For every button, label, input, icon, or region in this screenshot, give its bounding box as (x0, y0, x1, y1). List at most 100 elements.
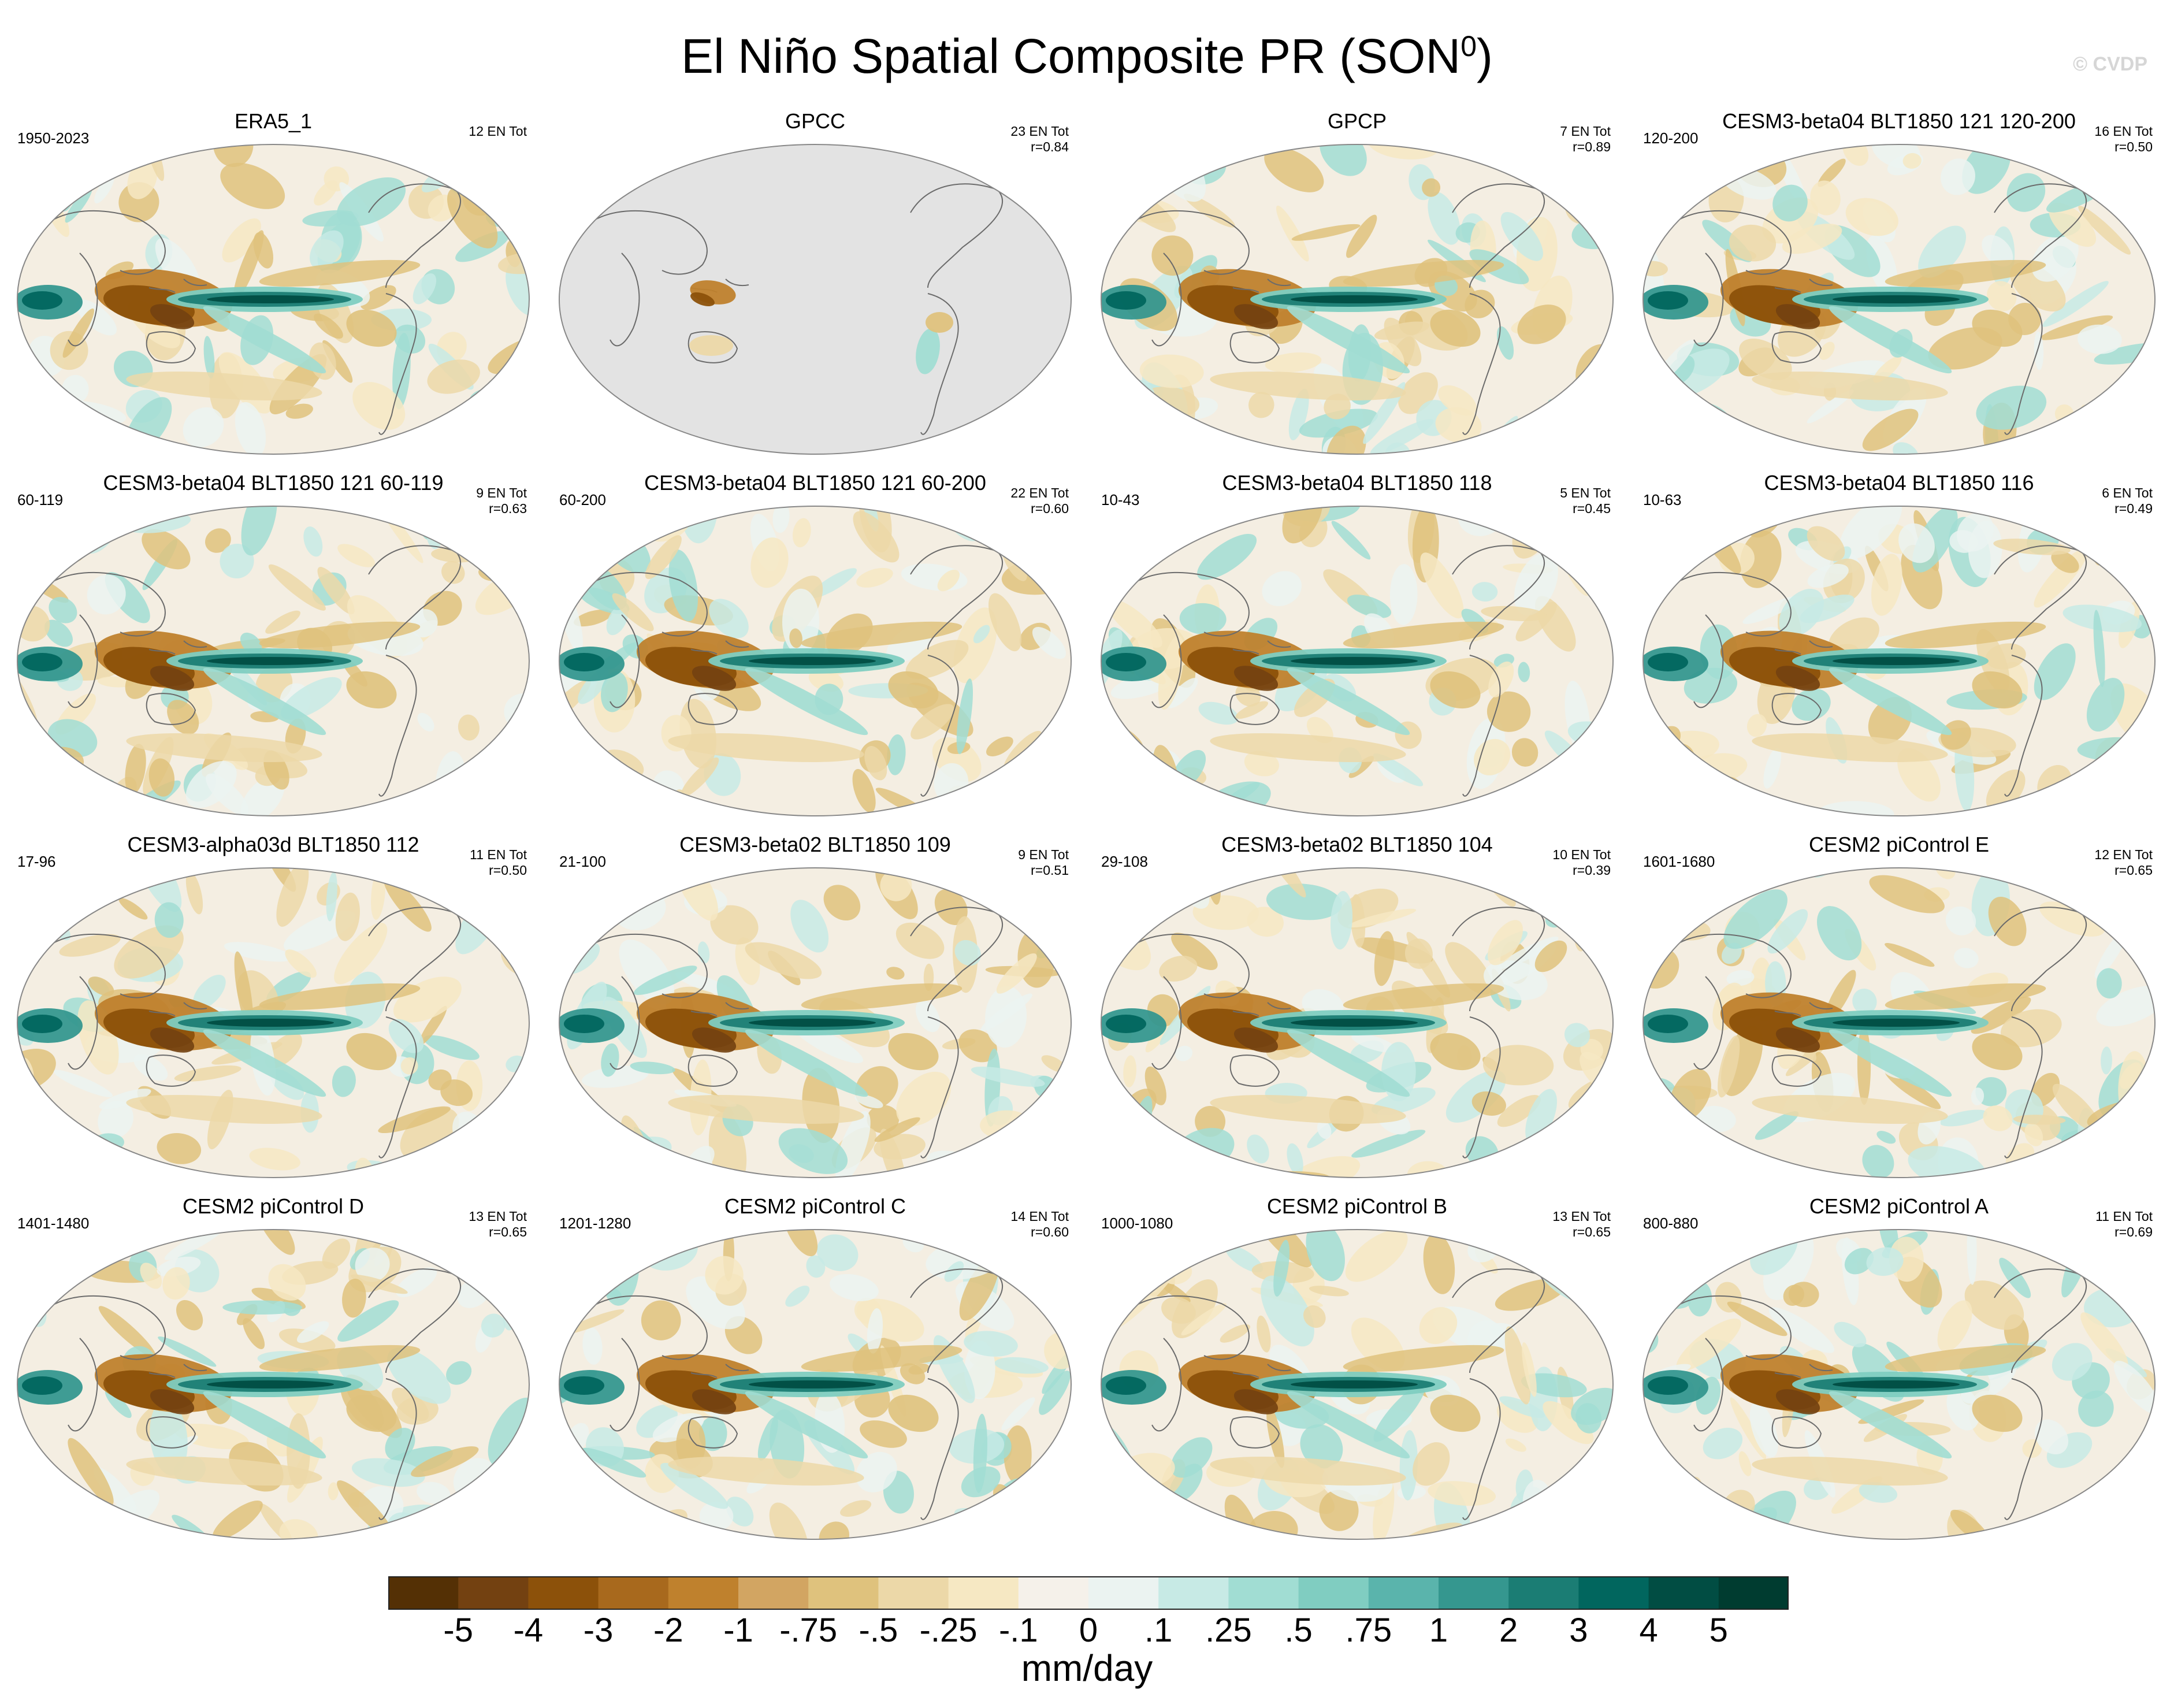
panel-title: CESM3-beta02 BLT1850 109 (679, 833, 951, 856)
map-panel: CESM3-alpha03d BLT1850 112 17-96 11 EN Tot… (8, 832, 538, 1190)
colorbar-tick-label: 2 (1499, 1612, 1518, 1649)
precip-map (17, 144, 530, 455)
colorbar-tick-label: 4 (1639, 1612, 1658, 1649)
precip-map (1101, 144, 1614, 455)
precip-map (17, 867, 530, 1178)
panel-title: CESM2 piControl B (1266, 1194, 1448, 1218)
precip-map (1642, 144, 2156, 455)
colorbar-swatch (1158, 1576, 1229, 1610)
map-panel: CESM2 piControl E 1601-1680 12 EN Tot r=0.6… (1634, 832, 2164, 1190)
panel-pattern-correlation: r=0.65 (489, 1224, 527, 1239)
panel-title: CESM2 piControl D (182, 1194, 365, 1218)
precip-map (1101, 1229, 1614, 1540)
panel-title: CESM3-beta02 BLT1850 104 (1221, 833, 1493, 856)
panel-pattern-correlation: r=0.84 (1031, 139, 1069, 154)
panel-title: CESM2 piControl C (724, 1194, 906, 1218)
colorbar-swatch (1648, 1576, 1719, 1610)
precip-map (559, 1229, 1072, 1540)
panel-pattern-correlation: r=0.65 (2114, 863, 2153, 878)
panel-event-count: 23 EN Tot (1010, 124, 1069, 139)
panel-title: CESM2 piControl A (1809, 1194, 1989, 1218)
panel-title: CESM3-beta04 BLT1850 121 120-200 (1722, 109, 2076, 133)
colorbar-swatch (528, 1576, 599, 1610)
map-panel: CESM2 piControl B 1000-1080 13 EN Tot r=0.6… (1092, 1194, 1622, 1552)
panel-pattern-correlation: r=0.45 (1573, 501, 1611, 516)
colorbar-swatch (808, 1576, 879, 1610)
panel-stats: 11 EN Tot r=0.50 (470, 847, 527, 878)
panel-pattern-correlation: r=0.60 (1031, 501, 1069, 516)
colorbar-tick-label: -.5 (859, 1612, 898, 1649)
colorbar-tick-label: .5 (1284, 1612, 1313, 1649)
map-panel: GPCP 7 EN Tot r=0.89 (1092, 109, 1622, 467)
panel-years: 21-100 (559, 853, 606, 870)
map-panel: CESM2 piControl C 1201-1280 14 EN Tot r=0.6… (550, 1194, 1080, 1552)
panel-stats: 16 EN Tot r=0.50 (2094, 124, 2153, 155)
colorbar-swatch (1578, 1576, 1649, 1610)
colorbar-swatch (1718, 1576, 1789, 1610)
colorbar (388, 1576, 1789, 1610)
panel-stats: 12 EN Tot (469, 124, 527, 139)
colorbar-tick-label: .1 (1144, 1612, 1173, 1649)
panel-years: 1950-2023 (17, 129, 90, 147)
panel-title: CESM3-beta04 BLT1850 121 60-200 (644, 471, 986, 495)
precip-map (1642, 506, 2156, 816)
panel-event-count: 9 EN Tot (1018, 847, 1069, 862)
colorbar-swatch (1368, 1576, 1439, 1610)
panel-event-count: 22 EN Tot (1010, 485, 1069, 500)
panel-event-count: 7 EN Tot (1560, 124, 1611, 139)
colorbar-labels: -5 -4 -3 -2 -1 -.75 -.5 -.25 -.1 0 .1 .25 .5 .75 1 2 3 4 5 (388, 1611, 1789, 1657)
colorbar-swatch (738, 1576, 809, 1610)
colorbar-swatch (1508, 1576, 1579, 1610)
panel-event-count: 10 EN Tot (1552, 847, 1611, 862)
panel-years: 1601-1680 (1643, 853, 1715, 870)
panel-stats: 9 EN Tot r=0.51 (1018, 847, 1069, 878)
precip-map (17, 506, 530, 816)
colorbar-swatch (1018, 1576, 1089, 1610)
panel-pattern-correlation: r=0.69 (2114, 1224, 2153, 1239)
panel-pattern-correlation: r=0.50 (2114, 139, 2153, 154)
colorbar-swatch (598, 1576, 669, 1610)
panel-title: CESM3-beta04 BLT1850 121 60-119 (103, 471, 444, 495)
panel-title: CESM3-alpha03d BLT1850 112 (127, 833, 419, 856)
panel-pattern-correlation: r=0.65 (1573, 1224, 1611, 1239)
panel-event-count: 16 EN Tot (2094, 124, 2153, 139)
map-panel: CESM3-beta04 BLT1850 121 120-200 120-200 1… (1634, 109, 2164, 467)
map-panel: CESM3-beta04 BLT1850 118 10-43 5 EN Tot r=0… (1092, 470, 1622, 829)
panel-pattern-correlation: r=0.51 (1031, 863, 1069, 878)
panel-event-count: 5 EN Tot (1560, 485, 1611, 500)
panel-event-count: 11 EN Tot (470, 847, 527, 862)
colorbar-tick-label: 0 (1079, 1612, 1098, 1649)
precip-map (1642, 867, 2156, 1178)
panel-event-count: 12 EN Tot (2094, 847, 2153, 862)
panel-event-count: 11 EN Tot (2095, 1209, 2153, 1224)
colorbar-swatch (668, 1576, 739, 1610)
colorbar-tick-label: -4 (513, 1612, 544, 1649)
panel-title: CESM2 piControl E (1808, 833, 1990, 856)
precip-map (559, 867, 1072, 1178)
panel-stats: 13 EN Tot r=0.65 (469, 1209, 527, 1240)
panel-pattern-correlation: r=0.63 (489, 501, 527, 516)
colorbar-swatch (878, 1576, 949, 1610)
panel-event-count: 13 EN Tot (469, 1209, 527, 1224)
panel-years: 1401-1480 (17, 1215, 90, 1232)
colorbar-swatch (388, 1576, 459, 1610)
colorbar-tick-label: .75 (1345, 1612, 1392, 1649)
colorbar-tick-label: -1 (723, 1612, 753, 1649)
panel-years: 800-880 (1643, 1215, 1699, 1232)
panel-title: CESM3-beta04 BLT1850 116 (1764, 471, 2034, 495)
panel-stats: 11 EN Tot r=0.69 (2095, 1209, 2153, 1240)
colorbar-tick-label: -5 (443, 1612, 473, 1649)
colorbar-tick-label: 1 (1429, 1612, 1448, 1649)
precip-map (17, 1229, 530, 1540)
panel-stats: 23 EN Tot r=0.84 (1010, 124, 1069, 155)
map-panel: CESM2 piControl D 1401-1480 13 EN Tot r=0.6… (8, 1194, 538, 1552)
panel-title: GPCC (785, 109, 845, 133)
panel-stats: 7 EN Tot r=0.89 (1560, 124, 1611, 155)
panel-title: CESM3-beta04 BLT1850 118 (1222, 471, 1492, 495)
panel-years: 10-43 (1101, 491, 1140, 508)
colorbar-swatch (1439, 1576, 1509, 1610)
colorbar-swatch (948, 1576, 1019, 1610)
map-panel: CESM3-beta04 BLT1850 121 60-200 60-200 22 … (550, 470, 1080, 829)
panel-years: 60-200 (559, 491, 606, 508)
colorbar-swatch (1298, 1576, 1369, 1610)
